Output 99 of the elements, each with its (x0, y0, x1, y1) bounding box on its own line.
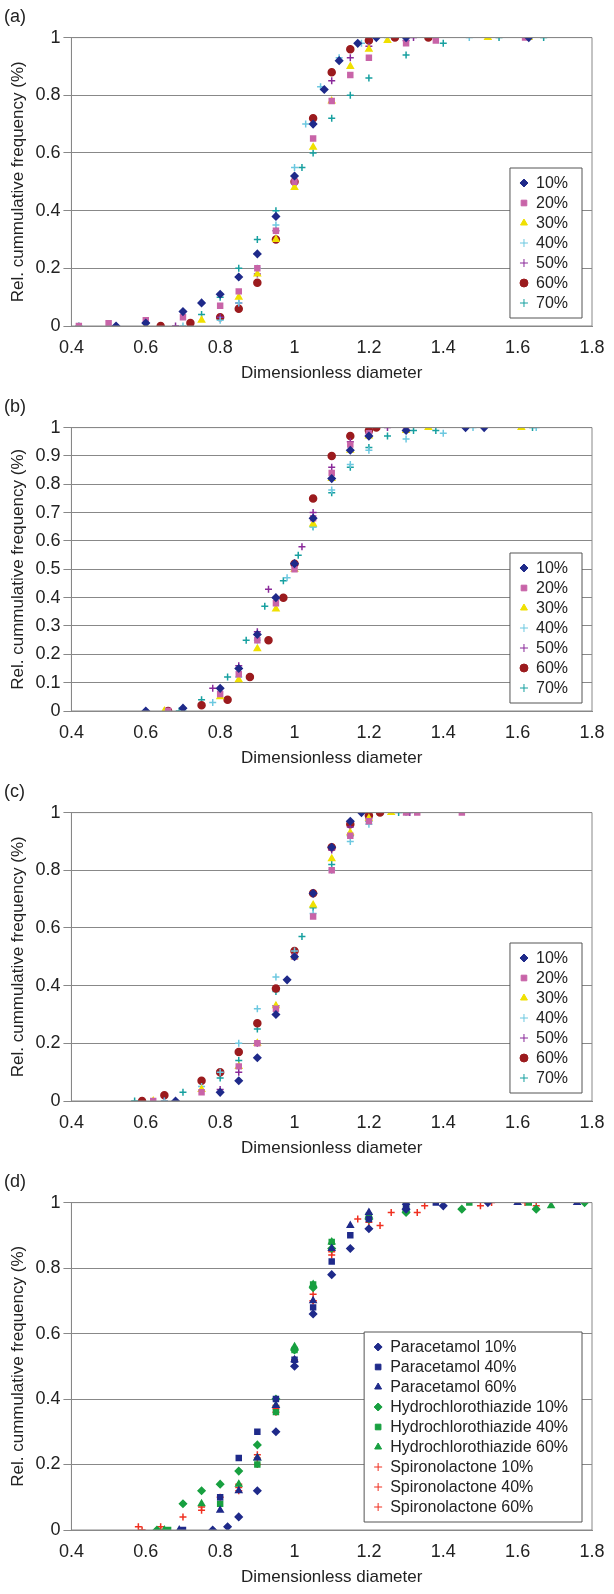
y-tick-label: 0.1 (35, 671, 61, 692)
x-tick-label: 0.8 (207, 336, 233, 357)
y-tick-label: 0.6 (35, 529, 61, 550)
legend-label: 10% (535, 174, 569, 192)
legend-label: 20% (535, 579, 569, 597)
y-tick-label: 0.7 (35, 501, 61, 522)
legend-label: 40% (535, 234, 569, 252)
y-tick-label: 0.6 (35, 1322, 61, 1343)
legend-label: 20% (535, 969, 569, 987)
x-axis-title: Dimensionless diameter (241, 363, 423, 383)
legend-label: Hydrochlorothiazide 40% (390, 1418, 568, 1436)
legend-label: 10% (535, 949, 569, 967)
x-tick-label: 1.4 (430, 336, 456, 357)
x-axis-title: Dimensionless diameter (241, 1138, 423, 1158)
x-axis-title: Dimensionless diameter (241, 748, 423, 768)
x-tick-label: 0.6 (133, 721, 159, 742)
x-tick-label: 1.8 (579, 336, 605, 357)
legend-label: 40% (535, 1009, 569, 1027)
y-axis-title: Rel. cummulative frequency (%) (7, 1245, 27, 1487)
legend-label: 50% (535, 639, 569, 657)
y-tick-label: 0.8 (35, 473, 61, 494)
legend-label: 30% (535, 214, 569, 232)
x-tick-label: 1.8 (579, 1111, 605, 1132)
x-tick-label: 1.6 (505, 336, 531, 357)
y-tick-label: 1 (50, 801, 61, 822)
x-tick-label: 1.4 (430, 1540, 456, 1561)
x-tick-label: 1.6 (505, 1540, 531, 1561)
legend-label: 70% (535, 1069, 569, 1087)
x-tick-label: 1.2 (356, 1111, 382, 1132)
x-tick-label: 1 (289, 336, 300, 357)
x-tick-label: 1.6 (505, 721, 531, 742)
y-tick-label: 0 (50, 699, 61, 720)
x-tick-label: 0.6 (133, 1540, 159, 1561)
legend-label: 60% (535, 1049, 569, 1067)
y-tick-label: 0.8 (35, 859, 61, 880)
legend-label: 40% (535, 619, 569, 637)
y-tick-label: 0.2 (35, 643, 61, 664)
y-tick-label: 0.2 (35, 1032, 61, 1053)
x-tick-label: 0.8 (207, 1111, 233, 1132)
x-tick-label: 0.8 (207, 1540, 233, 1561)
x-tick-label: 1.8 (579, 1540, 605, 1561)
y-tick-label: 0.3 (35, 614, 61, 635)
x-tick-label: 1.2 (356, 721, 382, 742)
legend-label: Hydrochlorothiazide 60% (390, 1438, 568, 1456)
y-tick-label: 0.8 (35, 1257, 61, 1278)
chart-title: (d) (4, 1170, 26, 1191)
legend-label: 30% (535, 599, 569, 617)
x-tick-label: 1.4 (430, 721, 456, 742)
y-tick-label: 1 (50, 1191, 61, 1212)
legend-label: 20% (535, 194, 569, 212)
chart-title: (c) (4, 780, 25, 801)
legend-label: Paracetamol 40% (390, 1358, 517, 1376)
x-tick-label: 0.6 (133, 336, 159, 357)
legend-label: Spironolactone 60% (390, 1498, 534, 1516)
y-tick-label: 0 (50, 1518, 61, 1539)
legend-label: 30% (535, 989, 569, 1007)
x-tick-label: 1.2 (356, 1540, 382, 1561)
y-axis-title: Rel. cummulative frequency (%) (7, 61, 27, 303)
legend-label: 60% (535, 274, 569, 292)
y-tick-label: 0 (50, 314, 61, 335)
x-tick-label: 1.8 (579, 721, 605, 742)
legend-label: 50% (535, 254, 569, 272)
legend-label: 50% (535, 1029, 569, 1047)
y-tick-label: 1 (50, 416, 61, 437)
legend-label: 60% (535, 659, 569, 677)
legend-label: Paracetamol 10% (390, 1338, 517, 1356)
y-tick-label: 0.6 (35, 141, 61, 162)
legend-label: Paracetamol 60% (390, 1378, 517, 1396)
y-tick-label: 0.8 (35, 84, 61, 105)
y-tick-label: 0.6 (35, 916, 61, 937)
y-tick-label: 0.9 (35, 444, 61, 465)
x-tick-label: 0.8 (207, 721, 233, 742)
x-tick-label: 1 (289, 721, 300, 742)
x-tick-label: 1 (289, 1111, 300, 1132)
legend-label: Hydrochlorothiazide 10% (390, 1398, 568, 1416)
y-tick-label: 0.2 (35, 1453, 61, 1474)
legend-label: 70% (535, 294, 569, 312)
legend-label: Spironolactone 10% (390, 1458, 534, 1476)
chart-title: (b) (4, 395, 26, 416)
legend-label: 10% (535, 559, 569, 577)
x-tick-label: 1.2 (356, 336, 382, 357)
legend-label: Spironolactone 40% (390, 1478, 534, 1496)
y-tick-label: 0.2 (35, 257, 61, 278)
x-tick-label: 1 (289, 1540, 300, 1561)
y-tick-label: 0.4 (35, 974, 61, 995)
y-tick-label: 0.4 (35, 586, 61, 607)
x-tick-label: 0.6 (133, 1111, 159, 1132)
y-tick-label: 0.4 (35, 1388, 61, 1409)
x-axis-title: Dimensionless diameter (241, 1567, 423, 1587)
legend-label: 70% (535, 679, 569, 697)
y-tick-label: 1 (50, 26, 61, 47)
chart-title: (a) (4, 5, 26, 26)
x-tick-label: 1.6 (505, 1111, 531, 1132)
y-tick-label: 0.5 (35, 558, 61, 579)
y-tick-label: 0 (50, 1089, 61, 1110)
y-axis-title: Rel. cummulative frequency (%) (7, 836, 27, 1078)
y-tick-label: 0.4 (35, 199, 61, 220)
y-axis-title: Rel. cummulative frequency (%) (7, 448, 27, 690)
x-tick-label: 1.4 (430, 1111, 456, 1132)
